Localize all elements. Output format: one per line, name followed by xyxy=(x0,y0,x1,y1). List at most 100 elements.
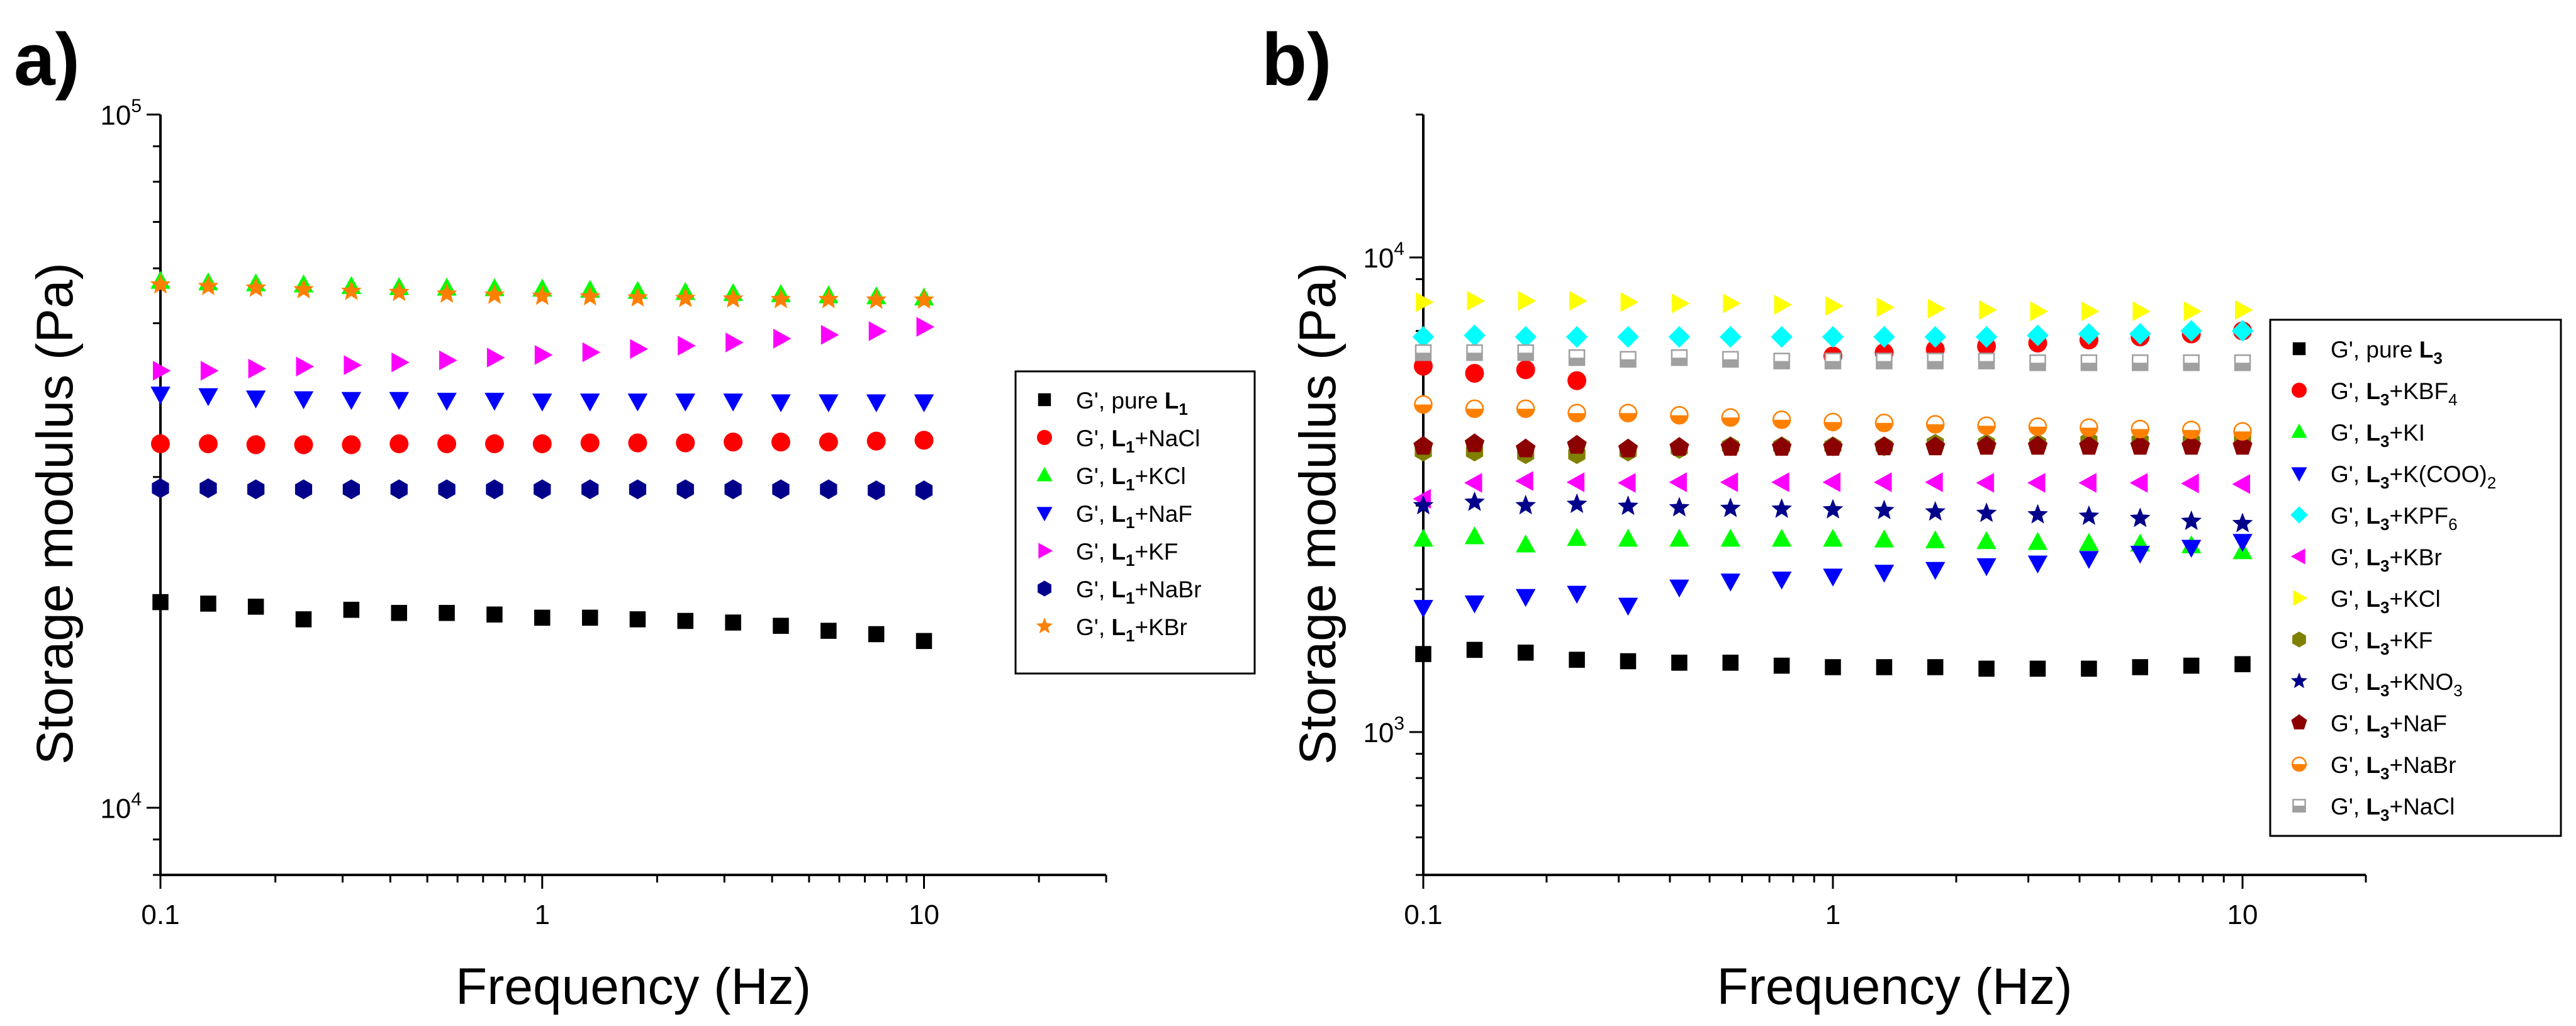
data-point xyxy=(1669,472,1687,492)
data-point xyxy=(820,479,837,500)
legend-marker xyxy=(1038,543,1053,559)
x-tick-label: 10 xyxy=(909,899,939,930)
data-point xyxy=(391,605,407,621)
data-point xyxy=(438,479,456,500)
data-point xyxy=(581,479,599,500)
data-point xyxy=(2183,301,2202,322)
legend-prefix: G', xyxy=(1076,426,1111,451)
data-point xyxy=(868,480,885,500)
data-point xyxy=(1466,641,1483,658)
legend-bold: L xyxy=(2366,711,2380,736)
data-point xyxy=(532,393,552,412)
data-point xyxy=(486,347,505,368)
data-point xyxy=(2234,354,2251,371)
legend-marker xyxy=(1036,617,1053,634)
series-4 xyxy=(150,386,934,412)
data-point xyxy=(866,394,887,412)
x-axis-title: Frequency (Hz) xyxy=(456,958,811,1015)
data-point xyxy=(1568,349,1586,366)
legend-suffix: +KCl xyxy=(1134,463,1185,489)
legend-subscript: 3 xyxy=(2380,515,2389,534)
data-point xyxy=(1569,291,1588,311)
data-point xyxy=(866,431,886,451)
data-point xyxy=(629,611,646,628)
data-point xyxy=(1773,657,1790,674)
data-point xyxy=(1413,600,1433,618)
data-point xyxy=(1924,326,1946,348)
series-11 xyxy=(1414,395,2252,441)
legend-subscript: 3 xyxy=(2380,473,2389,492)
legend-subscript: 1 xyxy=(1126,475,1134,494)
legend-marker xyxy=(2291,714,2307,730)
series-6 xyxy=(152,478,933,500)
legend-bold: L xyxy=(2366,794,2380,820)
data-point xyxy=(1464,491,1485,511)
legend-label: G', L1+NaBr xyxy=(1076,577,1201,607)
legend-subscript-2: 4 xyxy=(2448,390,2457,409)
legend-label: G', pure L3 xyxy=(2331,337,2443,368)
legend-prefix: G', xyxy=(2331,669,2366,695)
legend-marker xyxy=(2290,672,2308,689)
data-point xyxy=(1823,437,1843,456)
data-point xyxy=(1617,326,1639,348)
legend-marker xyxy=(2293,590,2308,606)
data-point xyxy=(1670,405,1689,425)
marker-fill xyxy=(2080,427,2098,436)
data-point xyxy=(246,435,266,454)
legend-suffix: +NaBr xyxy=(1134,577,1201,602)
legend-bold: L xyxy=(1111,501,1126,527)
legend-prefix: G', xyxy=(1076,501,1111,527)
data-point xyxy=(198,275,219,295)
y-axis-title: Storage modulus (Pa) xyxy=(1289,262,1347,765)
data-point xyxy=(1721,408,1740,427)
data-point xyxy=(248,358,267,379)
data-point xyxy=(1874,565,1895,583)
data-point xyxy=(2232,436,2253,455)
legend-box xyxy=(1014,370,1256,675)
data-point xyxy=(675,287,696,307)
legend-label: G', L3+KF xyxy=(2331,628,2433,658)
data-point xyxy=(771,432,790,452)
data-point xyxy=(1669,437,1689,456)
data-point xyxy=(486,606,503,623)
marker-fill xyxy=(1825,361,1841,369)
legend-suffix: +KBr xyxy=(1134,614,1187,640)
data-point xyxy=(2181,473,2199,493)
data-point xyxy=(1464,595,1485,614)
legend-subscript: 1 xyxy=(1179,400,1187,419)
legend-suffix: +KI xyxy=(2389,420,2425,446)
legend-prefix: G', xyxy=(2331,378,2366,404)
data-point xyxy=(439,605,455,621)
legend-marker xyxy=(2290,548,2305,565)
data-point xyxy=(1518,291,1537,311)
marker-fill xyxy=(1824,422,1842,431)
data-point xyxy=(1825,296,1844,316)
series-4 xyxy=(1413,534,2253,618)
data-point xyxy=(1773,352,1790,369)
legend-label: G', L3+KPF6 xyxy=(2331,503,2458,534)
data-point xyxy=(1567,403,1586,422)
data-point xyxy=(484,393,505,411)
data-point xyxy=(772,479,790,500)
data-point xyxy=(581,609,598,626)
data-point xyxy=(389,434,409,454)
x-tick-label: 10 xyxy=(2227,899,2258,930)
marker-fill xyxy=(2081,363,2097,371)
legend-prefix: G', xyxy=(2331,794,2366,820)
data-point xyxy=(1722,351,1739,368)
data-point xyxy=(1771,498,1792,518)
legend-suffix: +KBF xyxy=(2389,378,2448,404)
data-point xyxy=(200,595,216,612)
data-point xyxy=(1515,471,1533,491)
data-point xyxy=(1671,655,1688,671)
legend-label: G', L3+KCl xyxy=(2331,586,2441,617)
data-point xyxy=(2030,301,2048,322)
data-point xyxy=(199,478,217,499)
legend-suffix: +NaBr xyxy=(2389,752,2456,778)
data-point xyxy=(1720,529,1740,547)
data-point xyxy=(150,274,171,294)
legend-subscript: 3 xyxy=(2433,349,2442,368)
marker-fill xyxy=(1723,359,1739,367)
data-point xyxy=(1874,414,1894,432)
y-tick-exponent: 3 xyxy=(1394,713,1404,734)
